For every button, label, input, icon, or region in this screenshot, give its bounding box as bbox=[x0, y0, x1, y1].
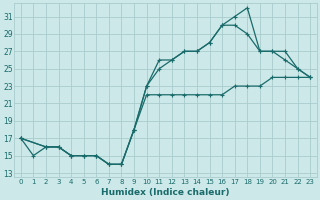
X-axis label: Humidex (Indice chaleur): Humidex (Indice chaleur) bbox=[101, 188, 230, 197]
